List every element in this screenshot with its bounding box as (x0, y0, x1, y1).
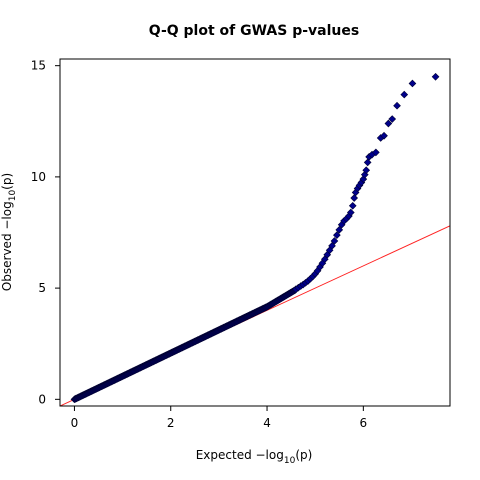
y-tick-label: 15 (31, 59, 46, 73)
y-axis-label: Observed −log10(p) (0, 173, 18, 291)
x-axis: 0 2 4 6 (71, 406, 368, 430)
data-point (360, 170, 369, 179)
points-layer (70, 72, 440, 404)
data-point (328, 242, 336, 250)
y-tick-label: 5 (38, 281, 46, 295)
x-tick-label: 4 (263, 416, 271, 430)
data-point (363, 158, 372, 167)
data-point (408, 79, 417, 88)
data-point (393, 101, 401, 110)
y-tick-label: 0 (38, 392, 46, 406)
x-tick-label: 2 (167, 416, 175, 430)
data-point (330, 237, 339, 245)
chart-title: Q-Q plot of GWAS p-values (149, 23, 359, 39)
y-axis: 0 5 10 15 (31, 59, 60, 406)
data-point (431, 72, 440, 81)
plot-frame (59, 58, 451, 407)
x-axis-label: Expected −log10(p) (196, 448, 313, 466)
data-point (384, 119, 393, 128)
data-point (400, 90, 409, 99)
data-point (350, 194, 359, 202)
data-point (372, 148, 380, 157)
x-tick-label: 0 (71, 416, 79, 430)
data-point (348, 201, 357, 210)
y-tick-label: 10 (31, 170, 46, 184)
data-point (380, 131, 388, 140)
data-point (362, 166, 371, 175)
data-point (335, 226, 344, 234)
data-point (333, 231, 341, 239)
x-tick-label: 6 (360, 416, 368, 430)
data-point (388, 115, 397, 123)
data-point (346, 208, 355, 217)
